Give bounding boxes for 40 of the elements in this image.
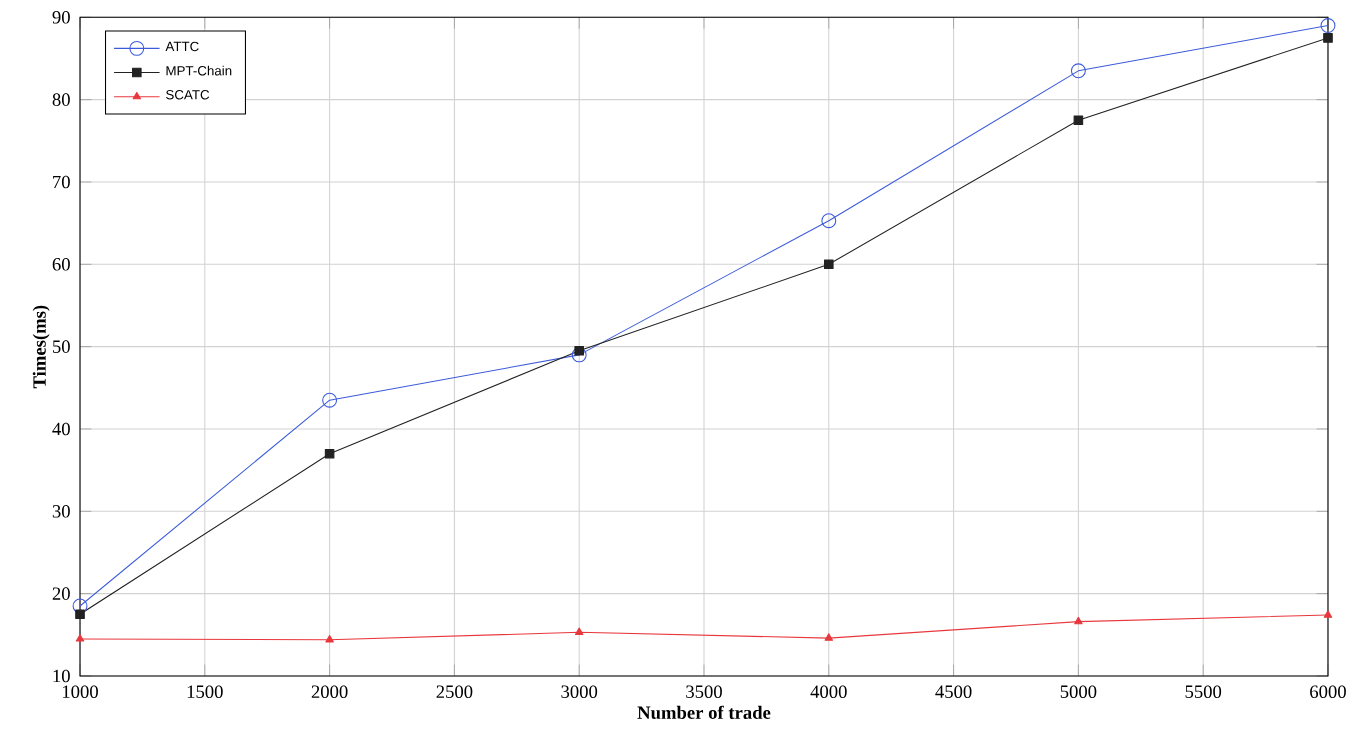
x-tick-label: 6000: [1310, 685, 1346, 698]
x-tick-label: 3500: [686, 685, 722, 698]
y-tick-label: 20: [52, 587, 70, 600]
point: [1320, 18, 1336, 34]
point: [75, 634, 85, 642]
point: [324, 448, 335, 459]
point: [72, 598, 88, 614]
y-tick-label: 10: [53, 669, 70, 683]
y-tick-label: 30: [52, 505, 70, 518]
y-tick-label: 90: [52, 11, 70, 24]
x-tick-label: 1500: [187, 685, 223, 698]
x-tick-label: 1000: [62, 685, 98, 698]
x-tick-label: 2000: [311, 685, 348, 698]
point: [1074, 616, 1083, 625]
x-tick-label: 2500: [436, 685, 473, 698]
point: [821, 213, 837, 229]
x-tick-label: 3000: [561, 685, 598, 698]
point: [75, 609, 85, 620]
point: [823, 259, 834, 270]
x-tick-label: 5500: [1185, 685, 1222, 698]
x-tick-label: 4500: [935, 685, 972, 698]
x-tick-label: 4000: [810, 685, 847, 698]
point: [1323, 33, 1333, 43]
y-tick-label: 50: [53, 340, 70, 353]
point: [571, 347, 587, 363]
y-tick-label: 80: [52, 93, 70, 106]
x-axis-title: Number of trade: [637, 705, 771, 719]
y-tick-label: 40: [52, 422, 70, 436]
point: [574, 627, 584, 636]
point: [574, 345, 585, 356]
y-tick-label: 70: [53, 175, 70, 189]
y-axis-title: Times(ms): [32, 305, 50, 389]
point: [325, 634, 334, 643]
point: [1070, 63, 1086, 79]
x-tick-label: 5000: [1060, 685, 1097, 698]
point: [824, 633, 834, 641]
point: [1323, 610, 1333, 618]
y-tick-label: 60: [52, 258, 70, 271]
point: [322, 392, 338, 408]
point: [1073, 115, 1084, 126]
